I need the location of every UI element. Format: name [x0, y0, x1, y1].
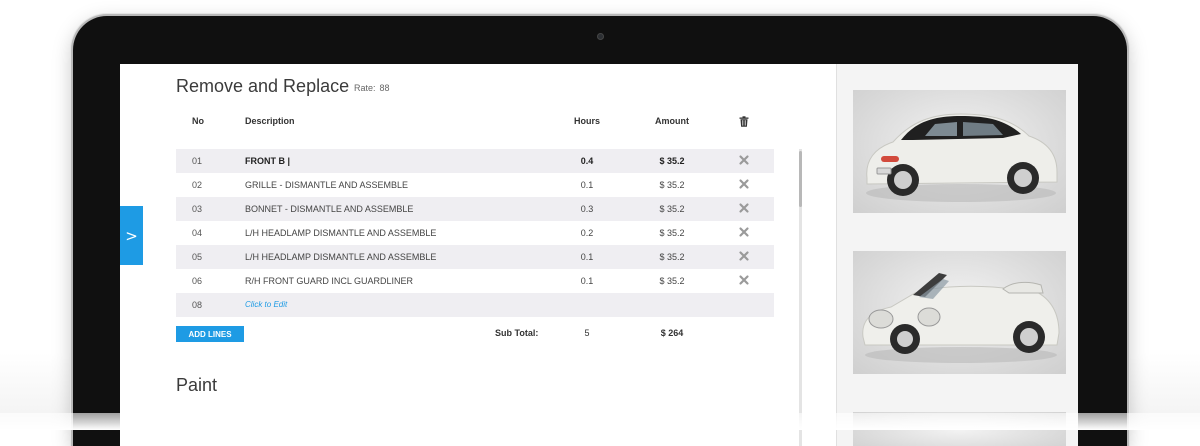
close-icon[interactable]	[738, 250, 750, 262]
row-amount: $ 35.2	[659, 276, 685, 286]
close-icon[interactable]	[738, 226, 750, 238]
line-items-table: 01 FRONT B | 0.4 $ 35.2 02 GRILLE - DISM…	[176, 149, 774, 317]
row-hours[interactable]: 0.2	[580, 228, 594, 238]
estimate-panel: > Remove and Replace Rate: 88 No Descript…	[120, 64, 836, 446]
vehicle-photo-hardtop[interactable]	[853, 90, 1066, 213]
subtotal-hours: 5	[584, 328, 590, 338]
table-row[interactable]: 03 BONNET - DISMANTLE AND ASSEMBLE 0.3 $…	[176, 197, 774, 221]
row-no: 06	[192, 276, 203, 286]
click-to-edit-link[interactable]: Click to Edit	[245, 300, 288, 309]
header-description: Description	[245, 116, 295, 126]
table-row[interactable]: 02 GRILLE - DISMANTLE AND ASSEMBLE 0.1 $…	[176, 173, 774, 197]
close-icon[interactable]	[738, 274, 750, 286]
row-no: 01	[192, 156, 203, 166]
row-amount: $ 35.2	[659, 252, 685, 262]
row-hours[interactable]: 0.1	[580, 252, 594, 262]
subtotal-amount: $ 264	[660, 328, 684, 338]
webcam	[597, 33, 604, 40]
rate-value: 88	[379, 83, 390, 93]
side-panel-toggle[interactable]: >	[120, 206, 143, 265]
table-row[interactable]: 01 FRONT B | 0.4 $ 35.2	[176, 149, 774, 173]
car-front-image	[862, 273, 1060, 363]
header-hours: Hours	[573, 116, 600, 126]
header-no: No	[192, 116, 204, 126]
row-no: 04	[192, 228, 203, 238]
laptop-frame: > Remove and Replace Rate: 88 No Descript…	[73, 16, 1127, 446]
table-row[interactable]: 05 L/H HEADLAMP DISMANTLE AND ASSEMBLE 0…	[176, 245, 774, 269]
row-no: 08	[192, 300, 203, 310]
laptop-base-fade	[0, 413, 1200, 430]
trash-icon[interactable]	[739, 116, 749, 127]
add-lines-button[interactable]: ADD LINES	[176, 326, 244, 342]
row-hours[interactable]: 0.4	[580, 156, 594, 166]
vehicle-photo-gallery	[836, 64, 1078, 446]
row-no: 03	[192, 204, 203, 214]
row-hours[interactable]: 0.3	[580, 204, 594, 214]
close-icon[interactable]	[738, 202, 750, 214]
row-description-input[interactable]: FRONT B |	[245, 156, 291, 166]
close-icon[interactable]	[738, 178, 750, 190]
row-hours[interactable]: 0.1	[580, 180, 594, 190]
section-title: Remove and Replace	[176, 76, 350, 96]
header-amount: Amount	[655, 116, 689, 126]
row-description[interactable]: BONNET - DISMANTLE AND ASSEMBLE	[245, 204, 414, 214]
paint-section-title: Paint	[176, 375, 218, 395]
vehicle-photo-convertible[interactable]	[853, 251, 1066, 374]
subtotal-label: Sub Total:	[495, 328, 539, 338]
table-row[interactable]: 04 L/H HEADLAMP DISMANTLE AND ASSEMBLE 0…	[176, 221, 774, 245]
row-no: 05	[192, 252, 203, 262]
rate-display: Rate: 88	[354, 83, 390, 93]
row-amount: $ 35.2	[659, 204, 685, 214]
row-description[interactable]: R/H FRONT GUARD INCL GUARDLINER	[245, 276, 414, 286]
close-icon[interactable]	[738, 154, 750, 166]
row-amount: $ 35.2	[659, 156, 685, 166]
rate-label: Rate:	[354, 83, 376, 93]
row-description[interactable]: L/H HEADLAMP DISMANTLE AND ASSEMBLE	[245, 252, 437, 262]
new-line-row[interactable]: 08 Click to Edit	[176, 293, 774, 317]
row-description[interactable]: GRILLE - DISMANTLE AND ASSEMBLE	[245, 180, 409, 190]
row-amount: $ 35.2	[659, 180, 685, 190]
row-hours[interactable]: 0.1	[580, 276, 594, 286]
scrollbar[interactable]	[799, 149, 802, 446]
car-rear-image	[866, 113, 1058, 202]
chevron-right-icon: >	[125, 226, 138, 245]
table-row[interactable]: 06 R/H FRONT GUARD INCL GUARDLINER 0.1 $…	[176, 269, 774, 293]
screen: > Remove and Replace Rate: 88 No Descript…	[120, 64, 1078, 446]
row-amount: $ 35.2	[659, 228, 685, 238]
row-no: 02	[192, 180, 203, 190]
scrollbar-thumb[interactable]	[799, 151, 802, 207]
row-description[interactable]: L/H HEADLAMP DISMANTLE AND ASSEMBLE	[245, 228, 437, 238]
